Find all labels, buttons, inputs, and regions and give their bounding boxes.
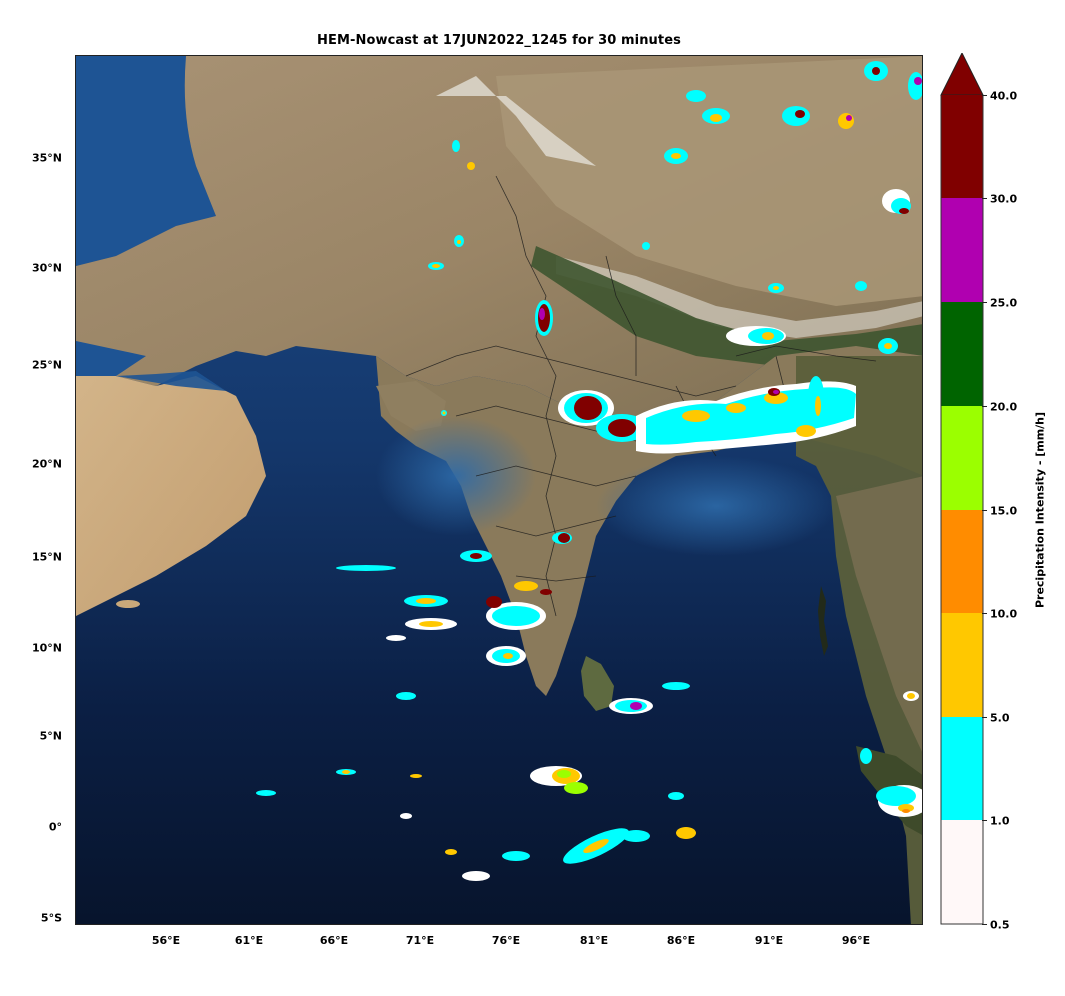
colorbar-tick-mark	[982, 820, 987, 821]
persian-gulf	[76, 341, 146, 376]
caspian-sea	[76, 56, 216, 266]
colorbar-tick-mark	[982, 406, 987, 407]
karakoram-snow	[436, 76, 596, 166]
y-tick-label: 35°N	[31, 151, 62, 165]
colorbar-tick-mark	[982, 717, 987, 718]
y-tick-label: 20°N	[31, 457, 62, 471]
x-tick-label: 96°E	[841, 934, 871, 947]
x-tick-label: 71°E	[405, 934, 435, 947]
x-tick-label: 76°E	[491, 934, 521, 947]
y-tick-label: 10°N	[31, 641, 62, 655]
colorbar-tick-label: 10.0	[990, 607, 1018, 621]
andaman-islands	[818, 586, 828, 656]
x-tick-label: 86°E	[666, 934, 696, 947]
colorbar-tick-mark	[982, 198, 987, 199]
x-tick-label: 56°E	[151, 934, 181, 947]
colorbar-band-20-25	[941, 302, 983, 406]
colorbar-tick-mark	[982, 95, 987, 96]
colorbar-tick-label: 25.0	[990, 296, 1018, 310]
colorbar-band-30-40	[941, 95, 983, 198]
colorbar-band-05-1	[941, 820, 983, 924]
bay-of-bengal-shelf	[596, 456, 836, 556]
colorbar-tick-label: 15.0	[990, 504, 1018, 518]
colorbar-tick-mark	[982, 510, 987, 511]
colorbar-band-1-5	[941, 717, 983, 820]
y-tick-label: 25°N	[31, 358, 62, 372]
x-tick-label: 66°E	[319, 934, 349, 947]
gulf-of-oman	[116, 371, 226, 391]
y-tick-label: 5°S	[40, 911, 62, 925]
himalaya-snow	[556, 256, 922, 338]
colorbar-tick-mark	[982, 613, 987, 614]
colorbar-tick-label: 40.0	[990, 89, 1018, 103]
x-tick-label: 61°E	[234, 934, 264, 947]
tibetan-plateau	[496, 56, 922, 306]
colorbar-tick-mark	[982, 924, 987, 925]
arabian-sea-shelf	[376, 416, 536, 536]
precipitation-overlay	[256, 61, 922, 881]
colorbar-band-25-30	[941, 198, 983, 302]
y-tick-label: 15°N	[31, 550, 62, 564]
map-plot-area	[75, 55, 923, 925]
colorbar-extend-arrow	[940, 53, 984, 96]
colorbar-tick-label: 1.0	[990, 814, 1010, 828]
chart-title: HEM-Nowcast at 17JUN2022_1245 for 30 min…	[317, 33, 681, 48]
satellite-basemap	[76, 56, 922, 924]
y-tick-label: 0°	[48, 820, 62, 834]
southeast-asia-land	[836, 476, 922, 752]
y-tick-label: 30°N	[31, 261, 62, 275]
colorbar-tick-label: 5.0	[990, 711, 1010, 725]
sri-lanka	[581, 656, 614, 711]
colorbar-tick-label: 20.0	[990, 400, 1018, 414]
x-tick-label: 81°E	[579, 934, 609, 947]
colorbar-band-5-10	[941, 613, 983, 717]
colorbar-tick-mark	[982, 302, 987, 303]
colorbar-tick-label: 0.5	[990, 918, 1010, 932]
colorbar-band-10-15	[941, 510, 983, 613]
socotra	[116, 600, 140, 608]
gujarat	[376, 381, 446, 431]
colorbar-label: Precipitation Intensity - [mm/h]	[1033, 411, 1047, 609]
x-tick-label: 91°E	[754, 934, 784, 947]
colorbar-outline	[940, 95, 984, 925]
colorbar	[940, 53, 984, 925]
colorbar-tick-label: 30.0	[990, 192, 1018, 206]
arabian-peninsula	[76, 356, 266, 616]
y-tick-label: 5°N	[39, 729, 62, 743]
colorbar-band-15-20	[941, 406, 983, 510]
